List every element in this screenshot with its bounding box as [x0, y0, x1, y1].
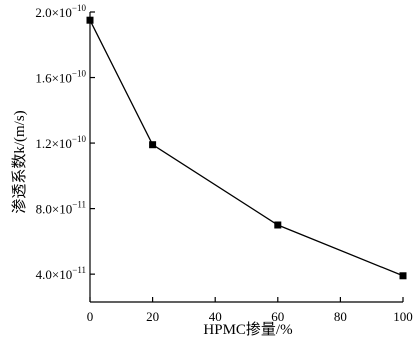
y-tick-label: 1.2×10−10 [35, 134, 86, 151]
y-tick-label: 8.0×10−11 [36, 200, 86, 217]
data-point-marker [399, 272, 407, 280]
y-tick-mantissa: 4.0×10 [36, 267, 73, 282]
x-axis-ticks: 0 20 40 60 80 100 [87, 297, 413, 324]
y-tick-exponent: −10 [72, 134, 87, 144]
y-tick-mantissa: 1.2×10 [35, 136, 72, 151]
series-line [89, 19, 404, 277]
data-point-marker [149, 141, 157, 149]
y-tick-label: 2.0×10−10 [35, 3, 86, 20]
y-tick-exponent: −11 [72, 265, 86, 275]
x-tick-label: 0 [87, 309, 94, 324]
y-tick-mantissa: 8.0×10 [36, 202, 73, 217]
x-axis-label: HPMC掺量/% [203, 321, 292, 338]
y-axis-ticks: 4.0×10−118.0×10−111.2×10−101.6×10−102.0×… [35, 3, 95, 282]
y-tick-exponent: −11 [72, 200, 86, 210]
y-tick-mantissa: 1.6×10 [35, 71, 72, 86]
x-tick-label: 40 [209, 309, 222, 324]
plot-area [86, 12, 407, 303]
y-tick-label: 4.0×10−11 [36, 265, 86, 282]
x-tick-label: 20 [146, 309, 159, 324]
x-tick-label: 80 [334, 309, 347, 324]
x-tick-label: 60 [271, 309, 284, 324]
y-axis-label: 渗透系数k/(m/s) [11, 110, 28, 213]
data-point-marker [86, 16, 94, 24]
y-tick-label: 1.6×10−10 [35, 69, 86, 86]
data-point-marker [274, 221, 282, 229]
y-tick-exponent: −10 [72, 69, 87, 79]
x-tick-label: 100 [393, 309, 413, 324]
y-tick-mantissa: 2.0×10 [35, 5, 72, 20]
y-tick-exponent: −10 [72, 3, 87, 13]
